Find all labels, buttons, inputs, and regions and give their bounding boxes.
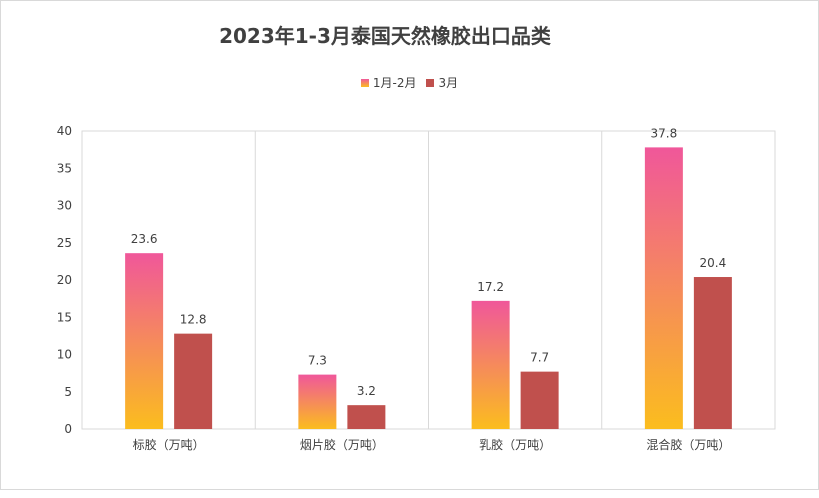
legend-item-series-1: 1月-2月 [360,74,417,91]
bar-series-2 [347,405,386,429]
bar-series-1 [644,147,683,429]
legend-label-series-1: 1月-2月 [372,76,417,90]
y-tick-label: 40 [57,124,72,138]
data-label: 17.2 [477,280,504,294]
y-tick-label: 30 [57,199,72,213]
chart-legend: 1月-2月 3月 [0,74,819,91]
data-label: 12.8 [180,313,207,327]
data-label: 20.4 [700,256,727,270]
data-label: 23.6 [131,232,158,246]
bar-series-2 [174,333,213,429]
y-tick-label: 0 [64,422,72,436]
bar-series-1 [125,253,164,429]
y-tick-label: 25 [57,236,72,250]
bar-series-1 [298,374,337,429]
y-tick-label: 35 [57,161,72,175]
bar-series-1 [471,300,510,429]
bar-series-2 [693,277,732,429]
y-tick-label: 15 [57,310,72,324]
legend-label-series-2: 3月 [438,76,459,90]
data-label: 7.7 [530,351,549,365]
x-tick-label: 标胶（万吨） [133,437,205,452]
legend-item-series-2: 3月 [426,74,458,91]
x-tick-label: 混合胶（万吨） [646,437,730,452]
legend-swatch-series-1 [360,78,369,87]
y-tick-label: 10 [57,348,72,362]
legend-swatch-series-2 [426,78,435,87]
data-label: 3.2 [357,384,376,398]
chart-title: 2023年1-3月泰国天然橡胶出口品类 [219,24,551,48]
y-tick-label: 5 [64,385,72,399]
data-label: 7.3 [308,354,327,368]
data-label: 37.8 [651,126,678,140]
y-tick-label: 20 [57,273,72,287]
x-tick-label: 烟片胶（万吨） [300,437,384,452]
x-tick-label: 乳胶（万吨） [479,437,551,452]
bar-series-2 [520,371,559,429]
